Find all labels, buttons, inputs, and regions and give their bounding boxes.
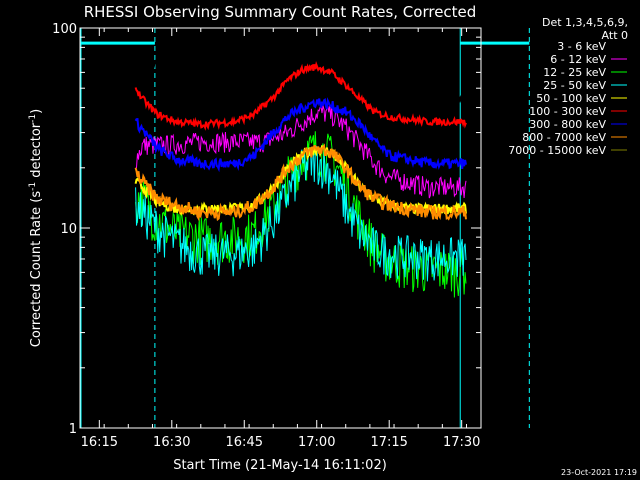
- series-line: [134, 97, 467, 173]
- chart-title: RHESSI Observing Summary Count Rates, Co…: [84, 3, 477, 21]
- x-tick-label: 17:30: [443, 435, 480, 450]
- legend-label: 3 - 6 keV: [557, 40, 606, 53]
- x-tick-label: 16:15: [81, 435, 118, 450]
- y-tick-label: 100: [52, 22, 77, 37]
- y-axis-label: Corrected Count Rate (s-1 detector-1): [28, 109, 44, 347]
- legend-header-line1: Det 1,3,4,5,6,9,: [542, 16, 628, 29]
- legend-header-line2: Att 0: [602, 29, 628, 42]
- y-tick-label: 10: [60, 222, 77, 237]
- legend-label: 300 - 800 keV: [529, 118, 606, 131]
- series-line: [135, 104, 467, 199]
- legend-label: 25 - 50 keV: [543, 79, 606, 92]
- x-axis: 16:15 16:30 16:45 17:00 17:15 17:30: [79, 28, 480, 450]
- legend-label: 800 - 7000 keV: [522, 131, 606, 144]
- legend-label: 12 - 25 keV: [543, 66, 606, 79]
- legend-label: 100 - 300 keV: [529, 105, 606, 118]
- legend-label: 50 - 100 keV: [536, 92, 606, 105]
- legend-label: 6 - 12 keV: [550, 53, 606, 66]
- series-line: [134, 143, 467, 222]
- footer-date: 23-Oct-2021 17:19: [561, 468, 637, 477]
- legend-label: 7000 - 15000 keV: [508, 144, 606, 157]
- x-tick-label: 16:30: [153, 435, 190, 450]
- y-axis: 1 10 100: [52, 22, 481, 437]
- x-tick-label: 16:45: [226, 435, 263, 450]
- series-line: [134, 61, 467, 131]
- x-tick-label: 17:00: [298, 435, 335, 450]
- x-tick-label: 17:15: [370, 435, 407, 450]
- y-tick-label: 1: [69, 422, 77, 437]
- series-layer: [134, 35, 467, 298]
- series-line: [134, 35, 467, 119]
- x-axis-label: Start Time (21-May-14 16:11:02): [173, 458, 387, 473]
